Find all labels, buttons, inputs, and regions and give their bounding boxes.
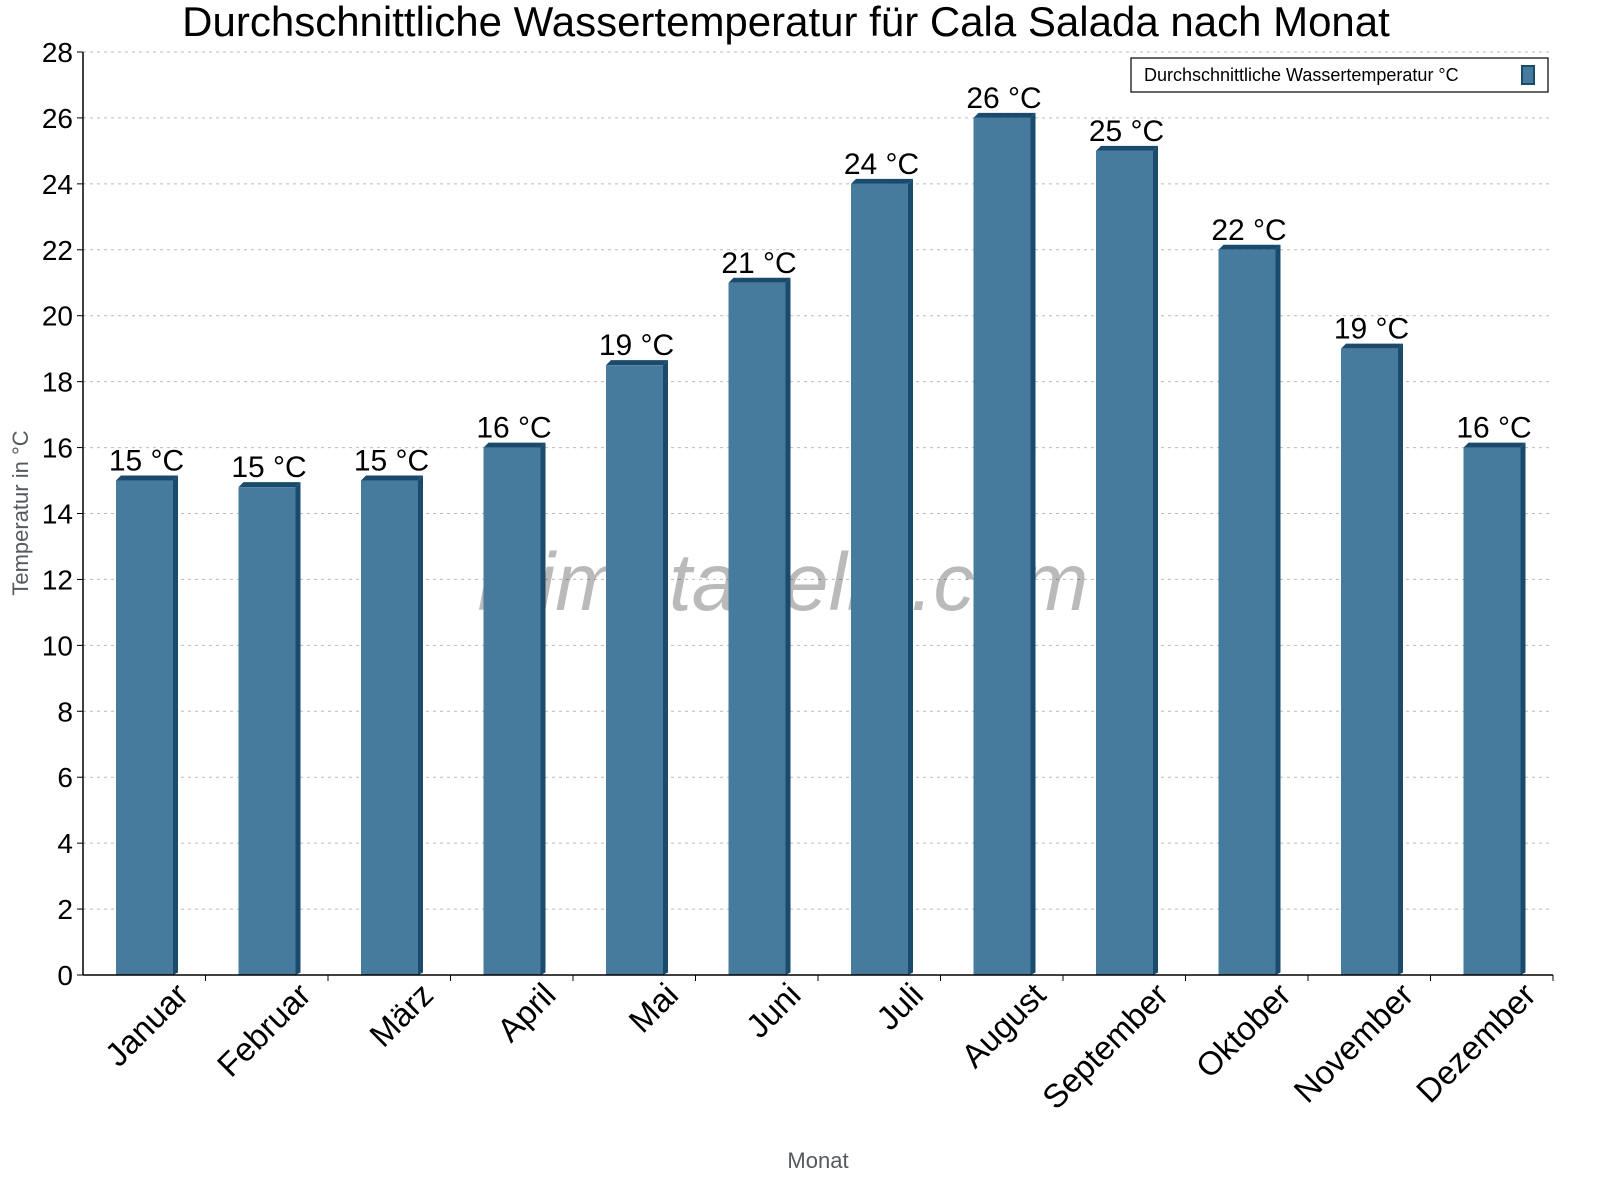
y-tick-label: 14 xyxy=(42,499,73,530)
bar-top xyxy=(1096,145,1158,151)
y-tick-label: 0 xyxy=(57,960,73,991)
bar-märz xyxy=(361,480,418,975)
bar-januar xyxy=(116,480,173,975)
data-label: 22 °C xyxy=(1211,214,1286,247)
bar-juli xyxy=(851,183,908,975)
bar-top xyxy=(116,475,178,481)
y-tick-label: 20 xyxy=(42,301,73,332)
bar-top xyxy=(238,482,301,488)
x-axis-label: Monat xyxy=(787,1148,848,1173)
bar-top xyxy=(1218,244,1281,250)
bar-september xyxy=(1096,150,1153,976)
legend: Durchschnittliche Wassertemperatur °C xyxy=(1130,57,1549,93)
bar-side xyxy=(1398,343,1403,975)
y-tick-label: 24 xyxy=(42,169,73,200)
data-label: 15 °C xyxy=(354,445,429,478)
y-tick-label: 18 xyxy=(42,367,73,398)
y-tick-label: 26 xyxy=(42,103,73,134)
bar-juni xyxy=(728,282,786,975)
x-tick-label: Oktober xyxy=(1189,976,1298,1085)
bar-side xyxy=(295,482,301,975)
data-label: 19 °C xyxy=(599,329,674,362)
gridlines xyxy=(83,51,1553,910)
x-tick-label: Juli xyxy=(869,976,930,1037)
data-label: 25 °C xyxy=(1089,115,1164,148)
data-label: 24 °C xyxy=(844,148,919,181)
bar-top xyxy=(1463,442,1526,448)
y-tick-label: 10 xyxy=(42,630,73,661)
bar-februar xyxy=(238,487,296,975)
x-tick-label: August xyxy=(954,976,1053,1075)
bars: 15 °C 15 °C 15 °C 16 °C 19 °C 21 °C 24 °C 26 °C… xyxy=(109,82,1532,976)
y-tick-label: 4 xyxy=(57,828,73,859)
legend-swatch xyxy=(1521,65,1535,85)
x-tick-label: September xyxy=(1035,976,1175,1116)
bar-dezember xyxy=(1463,447,1521,976)
x-tick-label: Februar xyxy=(210,976,318,1084)
bar-april xyxy=(483,447,541,976)
bar-side xyxy=(418,475,423,975)
x-tick-label: November xyxy=(1286,976,1420,1110)
bar-side xyxy=(1153,145,1158,976)
bar-top xyxy=(851,178,913,184)
y-tick-label: 28 xyxy=(42,37,73,68)
bar-august xyxy=(973,117,1031,975)
bar-top xyxy=(361,475,423,481)
x-tick-label: Januar xyxy=(98,976,196,1074)
data-label: 16 °C xyxy=(1456,412,1531,445)
bar-side xyxy=(1520,442,1526,976)
y-tick-label: 16 xyxy=(42,433,73,464)
data-label: 19 °C xyxy=(1334,313,1409,346)
bar-top xyxy=(483,442,546,448)
bar-top xyxy=(1341,343,1403,349)
bar-side xyxy=(173,475,178,975)
bar-november xyxy=(1341,348,1398,975)
y-tick-label: 8 xyxy=(57,696,73,727)
x-tick-label: Dezember xyxy=(1409,976,1543,1110)
bar-side xyxy=(1275,244,1281,976)
bar-mai xyxy=(606,365,663,975)
bar-side xyxy=(785,277,791,975)
bar-side xyxy=(663,360,668,975)
data-label: 15 °C xyxy=(231,451,306,484)
x-tick-label: Juni xyxy=(739,976,808,1045)
data-label: 21 °C xyxy=(721,247,796,280)
x-tick-label: April xyxy=(490,976,563,1049)
bar-side xyxy=(1030,112,1036,975)
y-tick-label: 6 xyxy=(57,762,73,793)
legend-label: Durchschnittliche Wassertemperatur °C xyxy=(1144,65,1459,85)
bar-side xyxy=(908,178,913,975)
data-label: 26 °C xyxy=(966,82,1041,115)
data-label: 15 °C xyxy=(109,445,184,478)
x-tick-label: Mai xyxy=(621,976,685,1040)
bar-oktober xyxy=(1218,249,1276,976)
bar-top xyxy=(973,112,1036,118)
y-tick-label: 2 xyxy=(57,894,73,925)
y-tick-label: 22 xyxy=(42,235,73,266)
data-label: 16 °C xyxy=(476,412,551,445)
bar-top xyxy=(606,360,668,366)
chart-title: Durchschnittliche Wassertemperatur für C… xyxy=(182,0,1390,45)
bar-side xyxy=(540,442,546,976)
y-tick-label: 12 xyxy=(42,564,73,595)
x-tick-label: März xyxy=(362,976,440,1054)
bar-top xyxy=(728,277,791,283)
y-axis-label: Temperatur in °C xyxy=(8,430,33,595)
